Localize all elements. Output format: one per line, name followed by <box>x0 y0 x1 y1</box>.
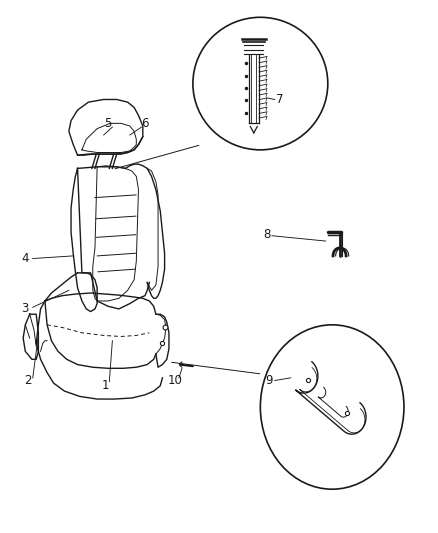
Text: 3: 3 <box>21 302 29 316</box>
Text: 4: 4 <box>21 252 29 265</box>
Text: 9: 9 <box>265 374 273 387</box>
Text: 1: 1 <box>102 379 110 392</box>
Text: 10: 10 <box>168 374 183 387</box>
Text: 6: 6 <box>141 117 149 130</box>
Text: 5: 5 <box>104 117 112 130</box>
Text: 8: 8 <box>263 228 271 241</box>
Text: 7: 7 <box>276 93 284 106</box>
Text: 2: 2 <box>24 374 31 387</box>
